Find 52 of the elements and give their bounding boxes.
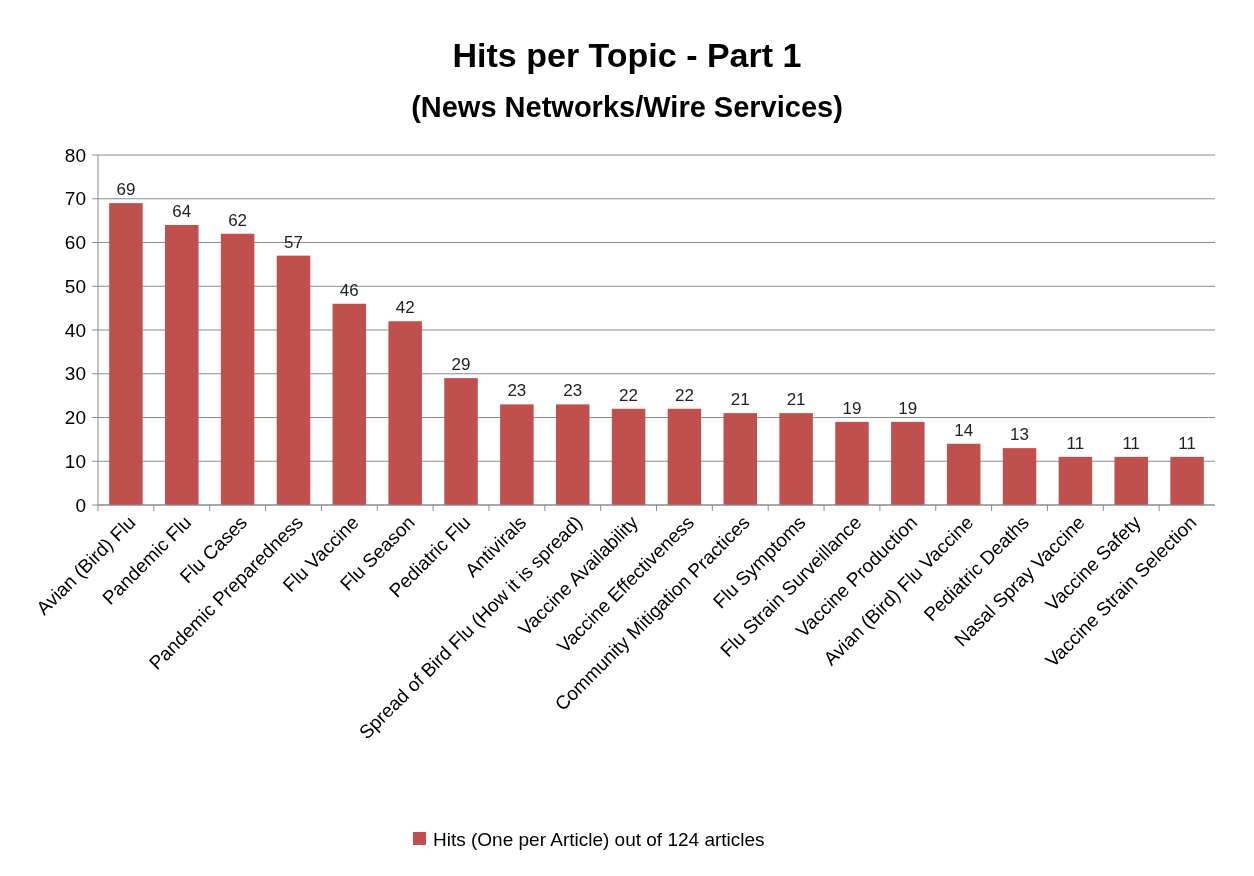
bar: [667, 408, 702, 505]
bar: [276, 255, 311, 505]
data-label: 57: [284, 232, 303, 252]
data-label: 21: [730, 390, 750, 410]
data-label: 11: [1122, 433, 1141, 453]
bar: [946, 443, 981, 505]
bar: [332, 303, 367, 505]
bar: [891, 421, 925, 505]
y-tick-label: 50: [64, 275, 86, 297]
bar: [1170, 456, 1204, 505]
data-label: 64: [172, 202, 192, 221]
bar: [444, 378, 478, 505]
bar: [388, 321, 422, 505]
y-tick-label: 40: [64, 319, 86, 341]
data-label: 22: [619, 385, 639, 405]
data-label: 19: [898, 398, 918, 418]
y-tick-label: 70: [64, 188, 86, 210]
data-label: 13: [1010, 425, 1029, 445]
bar: [1058, 456, 1093, 505]
data-label: 11: [1178, 433, 1196, 453]
bar: [500, 404, 534, 505]
y-tick-label: 0: [75, 494, 86, 516]
y-tick-label: 30: [64, 363, 86, 385]
data-label: 21: [786, 390, 806, 410]
data-label: 22: [674, 385, 694, 405]
chart-subtitle: (News Networks/Wire Services): [411, 91, 843, 123]
data-label: 14: [954, 420, 974, 440]
y-tick-label: 20: [64, 407, 86, 429]
data-label: 46: [339, 280, 359, 300]
data-label: 29: [451, 355, 471, 375]
data-label: 11: [1066, 433, 1085, 453]
bar: [220, 233, 255, 505]
data-label: 23: [563, 381, 583, 401]
data-label: 62: [228, 210, 248, 230]
bar: [1114, 456, 1148, 505]
bar: [723, 413, 758, 505]
bar: [109, 203, 143, 505]
data-label: 69: [116, 180, 136, 200]
data-label: 19: [842, 398, 862, 418]
y-tick-label: 10: [64, 450, 86, 472]
legend-label: Hits (One per Article) out of 124 articles: [433, 828, 765, 850]
data-label: 42: [395, 298, 415, 318]
bar: [835, 421, 869, 505]
bar: [165, 225, 199, 505]
bar: [779, 413, 813, 505]
bar: [1002, 448, 1037, 505]
data-label: 23: [507, 381, 527, 401]
y-tick-label: 60: [64, 232, 86, 254]
bar: [611, 408, 646, 505]
chart-title: Hits per Topic - Part 1: [452, 36, 802, 74]
y-tick-label: 80: [64, 144, 86, 166]
bar: [555, 404, 590, 505]
